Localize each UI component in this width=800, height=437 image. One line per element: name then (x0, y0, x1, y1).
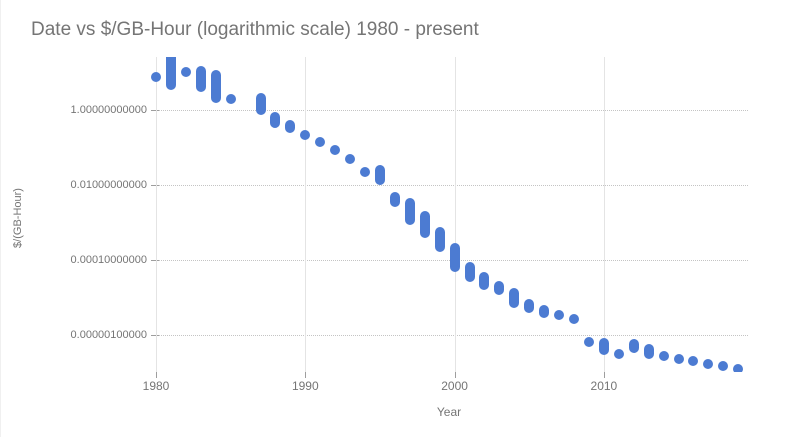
data-point[interactable] (404, 198, 415, 225)
x-axis-label: 2000 (441, 379, 468, 393)
x-axis-tick (603, 372, 605, 378)
x-axis-tick (454, 372, 456, 378)
data-point[interactable] (718, 361, 729, 372)
data-point[interactable] (151, 71, 161, 82)
data-point[interactable] (180, 67, 191, 78)
data-point[interactable] (225, 94, 236, 105)
x-axis-title: Year (436, 405, 462, 419)
data-point[interactable] (673, 353, 684, 364)
data-point[interactable] (703, 358, 714, 369)
chart-title: Date vs $/GB-Hour (logarithmic scale) 19… (31, 19, 479, 40)
x-axis-tick (305, 372, 307, 378)
data-point[interactable] (315, 137, 326, 148)
y-axis-label: 0.00000100000 (70, 329, 147, 341)
data-point[interactable] (613, 349, 624, 360)
data-point[interactable] (658, 351, 669, 362)
data-point[interactable] (210, 69, 221, 103)
data-point[interactable] (643, 344, 654, 359)
data-point[interactable] (419, 210, 430, 239)
y-axis-tick (151, 335, 159, 336)
data-point[interactable] (688, 356, 699, 367)
data-point[interactable] (539, 305, 550, 319)
y-axis-label: 1.00000000000 (70, 104, 147, 116)
x-gridline (305, 57, 307, 372)
data-point[interactable] (509, 288, 520, 309)
x-gridline (156, 57, 157, 372)
x-gridline (454, 57, 456, 372)
y-axis-tick (151, 260, 159, 261)
x-gridline (603, 57, 605, 372)
data-point[interactable] (733, 363, 744, 372)
data-point[interactable] (255, 92, 266, 115)
data-point[interactable] (583, 337, 594, 348)
y-axis-title: $/(GB-Hour) (12, 188, 24, 248)
y-axis-tick (151, 185, 159, 186)
data-point[interactable] (374, 165, 385, 185)
x-axis-label: 1980 (142, 379, 170, 393)
y-gridline (153, 110, 748, 111)
y-axis-label: 0.01000000000 (70, 179, 147, 191)
data-point[interactable] (449, 242, 460, 272)
plot-area (147, 57, 748, 372)
data-point[interactable] (524, 298, 535, 313)
data-point[interactable] (285, 119, 296, 134)
data-point[interactable] (479, 272, 490, 291)
data-point[interactable] (389, 192, 400, 208)
data-point[interactable] (330, 144, 341, 155)
data-point[interactable] (554, 309, 565, 320)
data-point[interactable] (569, 314, 580, 325)
x-axis-tick (156, 372, 157, 378)
y-axis-tick (151, 110, 159, 111)
data-point[interactable] (270, 112, 281, 128)
data-point[interactable] (300, 130, 311, 141)
data-point[interactable] (360, 167, 371, 178)
data-point[interactable] (195, 65, 206, 92)
y-gridline (153, 335, 748, 336)
data-point[interactable] (345, 154, 356, 165)
data-point[interactable] (598, 337, 609, 355)
x-axis-label: 1990 (291, 379, 319, 393)
x-axis-label: 2010 (590, 379, 618, 393)
data-point[interactable] (165, 57, 176, 91)
y-gridline (153, 185, 748, 186)
data-point[interactable] (464, 262, 475, 283)
data-point[interactable] (628, 338, 639, 353)
data-point[interactable] (494, 281, 505, 295)
data-point[interactable] (434, 227, 445, 253)
y-axis-label: 0.00010000000 (70, 254, 147, 266)
